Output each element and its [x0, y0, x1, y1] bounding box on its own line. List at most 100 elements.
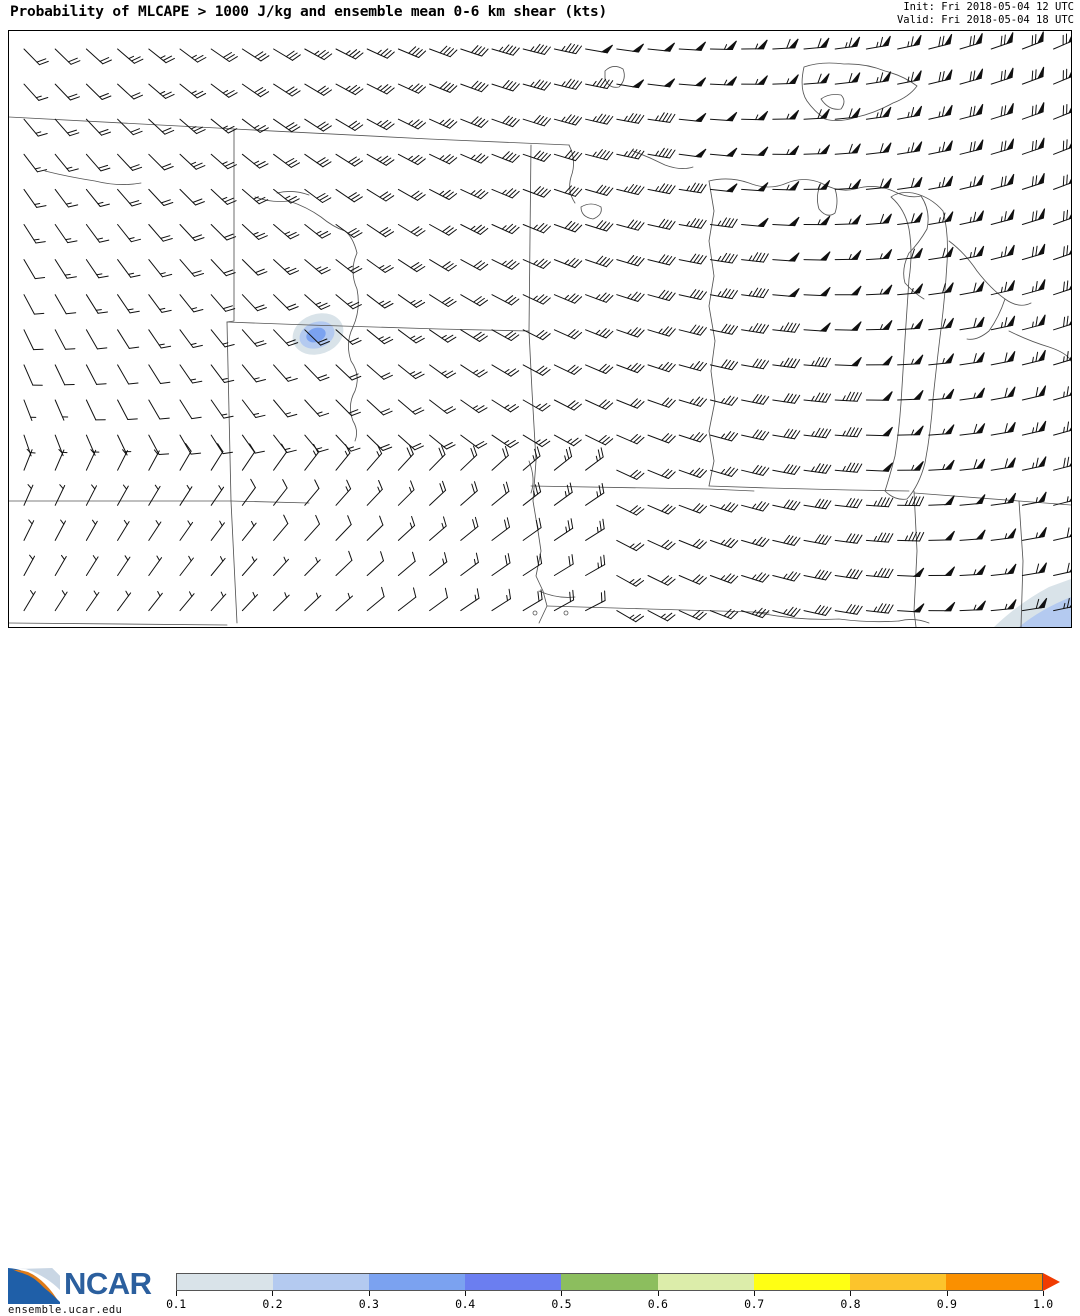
wind-barb — [367, 154, 394, 165]
wind-barb — [461, 446, 477, 470]
wind-barb — [804, 74, 829, 85]
wind-barb — [710, 253, 737, 263]
wind-barb — [929, 105, 952, 119]
wind-barb — [991, 245, 1014, 260]
wind-barb — [24, 555, 35, 575]
wind-barb — [398, 365, 424, 379]
wind-barb — [773, 253, 799, 261]
wind-barb — [991, 387, 1015, 400]
colorbar-segment-4 — [561, 1274, 657, 1290]
wind-barb — [430, 330, 456, 342]
wind-barb — [305, 400, 329, 416]
wind-barb — [898, 35, 922, 49]
wind-barb — [1054, 420, 1071, 435]
wind-barb — [430, 553, 447, 576]
wind-barb — [492, 589, 511, 610]
wind-barb — [679, 325, 706, 335]
ncar-logo-url: ensemble.ucar.edu — [8, 1304, 122, 1316]
wind-barb — [274, 593, 290, 611]
wind-barb — [398, 481, 414, 505]
wind-barb — [679, 149, 706, 157]
wind-barb — [866, 143, 891, 155]
wind-barb — [679, 468, 706, 477]
wind-barb — [86, 591, 99, 611]
wind-barb — [367, 119, 394, 129]
colorbar-tick-label: 0.1 — [166, 1297, 186, 1311]
wind-barb — [835, 179, 860, 189]
wind-barb — [149, 521, 161, 541]
wind-barb — [804, 38, 829, 49]
wind-barb — [24, 260, 45, 279]
colorbar-tick — [561, 1291, 562, 1296]
wind-barb — [554, 519, 572, 541]
wind-barb — [523, 224, 550, 233]
wind-barb — [211, 49, 237, 62]
wind-barb — [835, 322, 861, 331]
wind-barb — [523, 115, 550, 125]
wind-barb — [742, 394, 769, 404]
wind-barb — [929, 531, 955, 540]
wind-barb — [55, 84, 79, 100]
wind-barb — [586, 79, 613, 89]
wind-barb — [804, 499, 831, 509]
wind-barb-layer — [24, 31, 1071, 622]
wind-barb — [804, 535, 831, 545]
wind-barb — [305, 295, 330, 310]
wind-barb — [180, 154, 205, 169]
wind-barb — [586, 221, 613, 231]
wind-barb — [398, 84, 425, 93]
wind-barb — [617, 328, 644, 337]
wind-barb — [336, 49, 363, 59]
wind-barb — [274, 84, 301, 96]
wind-barb — [804, 216, 830, 225]
map-panel[interactable] — [8, 30, 1072, 628]
wind-barb — [55, 555, 66, 575]
colorbar-tick — [465, 1291, 466, 1296]
wind-barb — [180, 84, 206, 98]
wind-barb — [55, 154, 78, 171]
wind-barb — [648, 290, 675, 300]
wind-barb — [149, 556, 162, 576]
wind-barb — [461, 260, 488, 271]
wind-barb — [180, 400, 201, 419]
ncar-logo[interactable]: NCAR ensemble.ucar.edu — [6, 1264, 166, 1314]
wind-barb — [929, 34, 952, 49]
wind-barb — [336, 551, 352, 575]
wind-barb — [242, 444, 254, 470]
wind-barb — [898, 248, 923, 259]
wind-barb — [804, 287, 830, 296]
wind-barb — [86, 189, 109, 206]
wind-barb — [710, 184, 737, 192]
wind-barb — [180, 49, 206, 62]
wind-barb — [866, 214, 891, 225]
wind-barb — [742, 465, 769, 475]
colorbar-segment-3 — [465, 1274, 561, 1290]
wind-barb — [211, 295, 235, 312]
wind-barb — [523, 590, 542, 611]
wind-barb — [523, 187, 550, 198]
colorbar-tick-label: 0.7 — [744, 1297, 764, 1311]
wind-barb — [305, 154, 331, 167]
wind-barb — [336, 445, 350, 471]
colorbar-segment-5 — [658, 1274, 754, 1290]
wind-barb — [398, 225, 425, 237]
wind-barb — [898, 532, 924, 541]
wind-barb — [554, 258, 581, 267]
wind-barb — [898, 426, 924, 435]
colorbar-tick — [176, 1291, 177, 1296]
wind-barb — [898, 604, 924, 612]
wind-barb — [211, 260, 235, 276]
wind-barb — [804, 428, 831, 438]
wind-barb — [242, 592, 257, 610]
wind-barb — [804, 393, 831, 402]
wind-barb — [617, 470, 644, 479]
wind-barb — [742, 183, 768, 191]
wind-barb — [898, 177, 922, 189]
wind-barb — [866, 72, 890, 85]
wind-barb — [773, 394, 800, 404]
wind-barb — [1022, 102, 1044, 119]
colorbar-gradient[interactable] — [176, 1273, 1043, 1291]
wind-barb — [461, 189, 488, 198]
wind-barb — [866, 356, 892, 365]
